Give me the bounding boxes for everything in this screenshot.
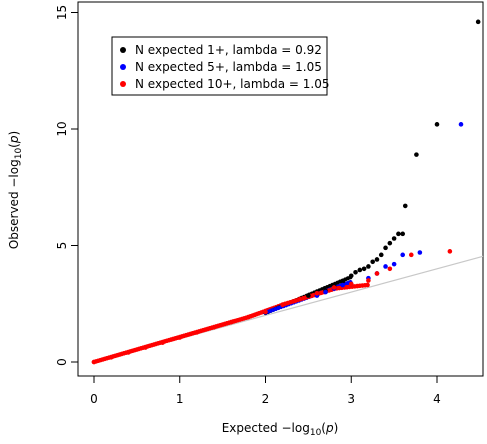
black-point xyxy=(357,267,363,273)
red-point xyxy=(365,282,370,288)
x-tick-label: 0 xyxy=(90,392,98,406)
red-point xyxy=(387,266,393,272)
x-tick-label: 2 xyxy=(262,392,270,406)
x-axis-label: Expected −log10(p) xyxy=(222,421,339,438)
black-point xyxy=(370,259,375,265)
black-point xyxy=(387,240,393,246)
black-point xyxy=(306,293,311,298)
black-point xyxy=(383,245,388,251)
black-point xyxy=(400,231,406,237)
x-tick-label: 3 xyxy=(347,392,355,406)
legend-box xyxy=(111,36,328,96)
blue-point xyxy=(400,252,406,258)
black-point xyxy=(361,266,367,272)
blue-point xyxy=(391,261,397,267)
black-point xyxy=(353,269,358,275)
red-point xyxy=(194,330,200,335)
legend-marker-black xyxy=(120,47,126,53)
red-point xyxy=(314,290,320,296)
black-point xyxy=(391,236,397,241)
y-tick-label: 10 xyxy=(55,121,69,136)
y-tick-label: 5 xyxy=(55,242,69,250)
legend-label-2: N expected 5+, lambda = 1.05 xyxy=(135,60,322,74)
x-tick-label: 1 xyxy=(176,392,184,406)
plot-frame xyxy=(77,1,484,377)
blue-point xyxy=(340,282,345,288)
black-point xyxy=(366,264,371,269)
red-point xyxy=(160,340,165,345)
legend-label-3: N expected 10+, lambda = 1.05 xyxy=(135,77,330,91)
black-point xyxy=(340,279,345,284)
black-point xyxy=(378,252,384,258)
red-point xyxy=(447,249,453,254)
black-point xyxy=(374,257,380,262)
red-point xyxy=(143,345,148,350)
black-point xyxy=(396,231,401,237)
red-point xyxy=(91,359,97,365)
red-point xyxy=(263,309,268,315)
blue-point xyxy=(383,264,388,269)
y-tick-label: 15 xyxy=(55,5,69,20)
black-point xyxy=(414,152,419,157)
y-tick-label: 0 xyxy=(55,358,69,366)
red-point xyxy=(177,335,183,340)
red-point xyxy=(246,314,251,320)
black-point xyxy=(348,273,354,279)
black-point xyxy=(475,19,481,25)
red-point xyxy=(374,271,380,276)
red-point xyxy=(348,281,354,287)
red-point xyxy=(211,324,217,330)
red-point xyxy=(126,350,131,355)
legend-marker-blue xyxy=(120,64,126,70)
blue-point xyxy=(417,250,423,255)
blue-point xyxy=(458,122,464,127)
red-point xyxy=(297,296,303,302)
points-layer xyxy=(91,19,481,365)
red-point xyxy=(366,278,371,283)
x-axis: 0 1 2 3 4 xyxy=(90,376,441,406)
black-point xyxy=(434,122,440,127)
red-point xyxy=(280,302,285,308)
black-point xyxy=(402,203,408,209)
legend: N expected 1+, lambda = 0.92 N expected … xyxy=(111,36,330,96)
blue-point xyxy=(323,289,328,295)
y-axis: 0 5 10 15 xyxy=(55,5,78,366)
red-point xyxy=(228,319,234,325)
legend-label-1: N expected 1+, lambda = 0.92 xyxy=(135,43,322,57)
red-point xyxy=(108,355,114,360)
legend-marker-red xyxy=(120,81,126,87)
y-axis-label: Observed −log10(p) xyxy=(7,131,24,249)
red-point xyxy=(408,252,414,258)
x-tick-label: 4 xyxy=(433,392,441,406)
red-point xyxy=(331,285,337,290)
